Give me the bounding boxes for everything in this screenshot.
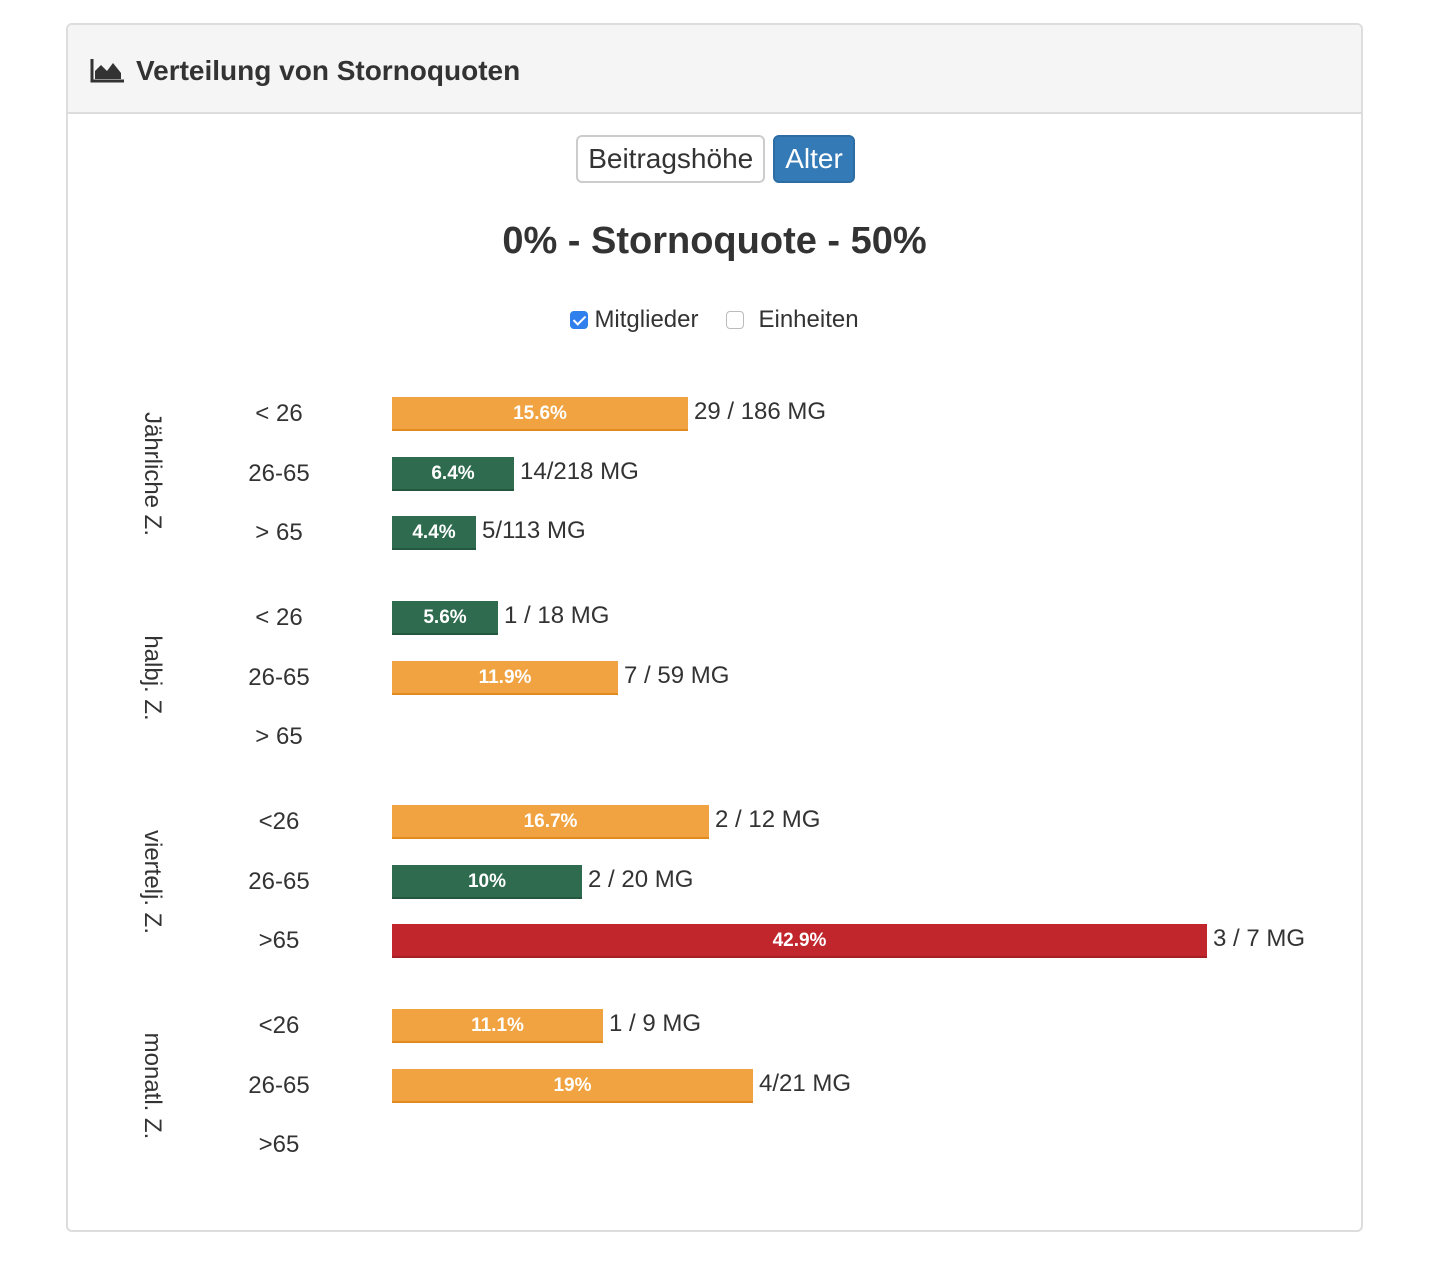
bar[interactable]: 15.6% <box>392 397 688 431</box>
bar-value-label: 15.6% <box>513 403 567 424</box>
age-label: < 26 <box>255 400 303 427</box>
einheiten-label: Einheiten <box>758 306 859 333</box>
age-label: <26 <box>258 808 300 835</box>
age-label: 26-65 <box>248 663 310 691</box>
count-label: 3 / 7 MG <box>1213 925 1306 952</box>
count-label: 5/113 MG <box>482 517 586 544</box>
panel-header: Verteilung von Stornoquoten <box>68 25 1361 114</box>
age-label: < 26 <box>255 604 303 631</box>
group-label: monatl. Z. <box>139 1032 166 1139</box>
bar-value-label: 11.1% <box>471 1015 524 1036</box>
metric-checkboxes: Mitglieder Einheiten <box>68 305 1361 335</box>
count-label: 7 / 59 MG <box>624 661 730 689</box>
age-label: <26 <box>258 1012 300 1039</box>
age-label: 26-65 <box>248 459 310 487</box>
group-label: viertelj. Z. <box>139 829 166 934</box>
age-label: > 65 <box>255 519 303 546</box>
count-label: 1 / 18 MG <box>504 602 610 629</box>
mitglieder-label: Mitglieder <box>594 306 699 333</box>
mitglieder-checkbox[interactable] <box>570 311 589 329</box>
bar-value-label: 10% <box>467 870 507 892</box>
einheiten-checkbox[interactable] <box>726 311 745 329</box>
count-label: 4/21 MG <box>759 1069 852 1097</box>
bar[interactable]: 11.9% <box>392 660 618 695</box>
bar[interactable]: 16.7% <box>392 805 709 839</box>
bar[interactable]: 4.4% <box>392 516 476 550</box>
count-label: 2 / 20 MG <box>588 865 694 893</box>
area-chart-icon <box>90 59 124 83</box>
alter-button[interactable]: Alter <box>773 135 855 183</box>
stornoquoten-panel: Verteilung von Stornoquoten Beitragshöhe… <box>66 23 1363 1232</box>
panel-title: Verteilung von Stornoquoten <box>136 55 521 86</box>
bar-value-label: 11.9% <box>478 666 532 688</box>
bar-chart: Jährliche Z. < 26 15.6% 29 / 186 MG 26-65 6.4… <box>68 25 1361 1230</box>
age-label: 26-65 <box>248 1071 310 1099</box>
count-label: 1 / 9 MG <box>609 1010 702 1037</box>
bar[interactable]: 19% <box>392 1068 753 1103</box>
group-label: Jährliche Z. <box>139 411 166 536</box>
count-label: 29 / 186 MG <box>694 398 827 425</box>
grouping-toggle: Beitragshöhe Alter <box>68 135 1361 183</box>
bar-value-label: 16.7% <box>523 811 578 832</box>
bar[interactable]: 6.4% <box>392 456 514 491</box>
chart-title: 0% - Stornoquote - 50% <box>502 220 927 262</box>
bar-value-label: 5.6% <box>423 607 467 628</box>
bar-value-label: 6.4% <box>431 462 475 484</box>
bar[interactable]: 11.1% <box>392 1009 603 1043</box>
count-label: 14/218 MG <box>520 457 639 485</box>
bar-value-label: 19% <box>553 1074 592 1096</box>
bar-value-label: 42.9% <box>772 930 827 951</box>
age-label: >65 <box>258 927 300 954</box>
beitragshoehe-button[interactable]: Beitragshöhe <box>576 135 766 183</box>
group-label: halbj. Z. <box>139 634 166 721</box>
count-label: 2 / 12 MG <box>715 806 821 833</box>
age-label: 26-65 <box>248 867 310 895</box>
bar[interactable]: 5.6% <box>392 601 498 635</box>
bar[interactable]: 10% <box>392 864 582 899</box>
bar-value-label: 4.4% <box>412 522 456 543</box>
age-label: > 65 <box>255 723 303 750</box>
age-label: >65 <box>258 1131 300 1158</box>
bar[interactable]: 42.9% <box>392 924 1207 958</box>
